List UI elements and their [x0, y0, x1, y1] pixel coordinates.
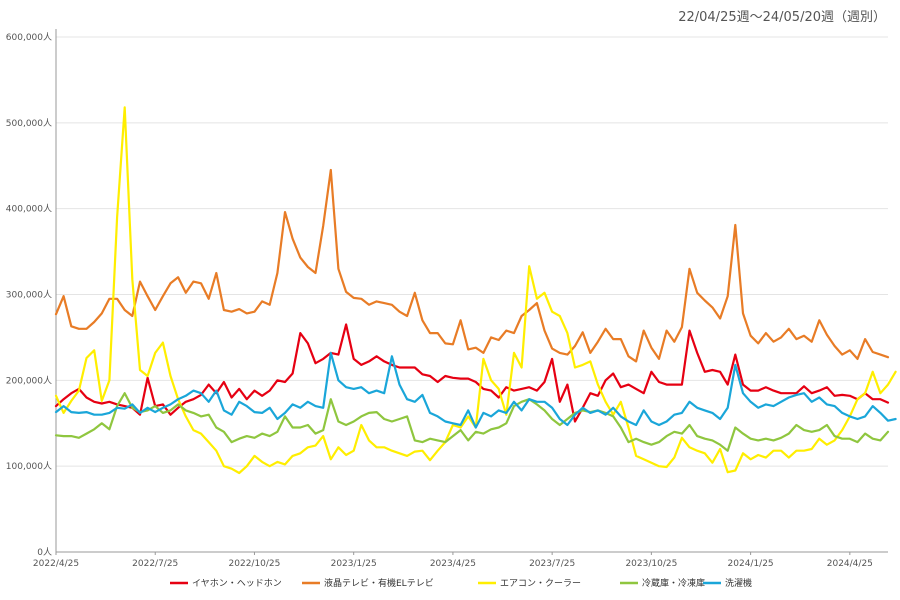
series-line-4 [54, 351, 897, 429]
y-tick-label: 400,000人 [6, 204, 52, 215]
x-tick-label: 2023/1/25 [331, 559, 377, 569]
x-tick-label: 2022/10/25 [229, 559, 281, 569]
legend-label: 冷蔵庫・冷凍庫 [642, 577, 705, 589]
legend-item-2: エアコン・クーラー [478, 578, 581, 589]
x-tick-label: 2023/4/25 [430, 559, 476, 569]
y-tick-label: 200,000人 [6, 375, 52, 386]
legend-label: イヤホン・ヘッドホン [192, 578, 282, 589]
x-axis-tick-labels: 2022/4/25 2022/7/25 2022/10/25 2023/1/25 202… [33, 559, 873, 569]
series-lines [54, 106, 897, 475]
legend-item-3: 冷蔵庫・冷凍庫 [620, 577, 705, 589]
legend-item-4: 洗濯機 [703, 577, 752, 589]
y-tick-label: 300,000人 [6, 290, 52, 301]
chart-subtitle: 22/04/25週〜24/05/20週（週別） [678, 10, 886, 25]
grid-lines [56, 36, 888, 467]
legend-label: 液晶テレビ・有機ELテレビ [324, 577, 434, 589]
legend-item-1: 液晶テレビ・有機ELテレビ [302, 577, 434, 589]
y-tick-label: 0人 [37, 547, 52, 558]
series-line-2 [54, 106, 897, 475]
series-line-1 [54, 168, 890, 363]
x-tick-label: 2024/4/25 [827, 559, 873, 569]
y-tick-label: 500,000人 [6, 118, 52, 129]
x-tick-label: 2024/1/25 [728, 559, 774, 569]
legend-item-0: イヤホン・ヘッドホン [170, 578, 282, 589]
y-tick-label: 100,000人 [6, 461, 52, 472]
series-line-0 [54, 323, 890, 423]
x-tick-label: 2023/7/25 [529, 559, 575, 569]
series-line-3 [54, 392, 890, 452]
x-tick-label: 2022/7/25 [132, 559, 178, 569]
legend: イヤホン・ヘッドホン 液晶テレビ・有機ELテレビ エアコン・クーラー 冷蔵庫・冷凍庫 洗… [170, 577, 752, 589]
y-tick-label: 600,000人 [6, 32, 52, 43]
x-tick-label: 2022/4/25 [33, 559, 79, 569]
legend-label: 洗濯機 [725, 577, 752, 589]
x-tick-label: 2023/10/25 [625, 559, 677, 569]
legend-label: エアコン・クーラー [500, 578, 581, 589]
y-axis-tick-labels: 0人 100,000人 200,000人 300,000人 400,000人 500,00… [6, 32, 52, 558]
axes [55, 29, 888, 555]
